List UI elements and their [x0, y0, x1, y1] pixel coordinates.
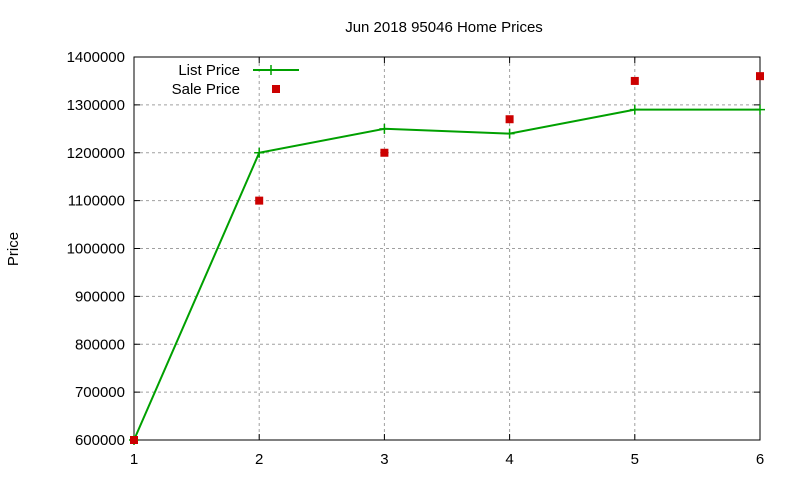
x-tick-label: 2 [255, 451, 263, 468]
y-tick-label: 600000 [75, 432, 125, 449]
grid-lines [134, 57, 760, 440]
sale-price-point [756, 72, 764, 81]
y-tick-label: 1100000 [68, 193, 125, 210]
sale-price-point [380, 148, 389, 157]
y-tick-label: 1300000 [67, 97, 125, 114]
x-tick-label: 6 [756, 451, 764, 468]
y-axis-label: Price [5, 232, 22, 266]
data-series [129, 72, 765, 445]
y-tick-label: 1400000 [67, 49, 125, 66]
legend-label: List Price [178, 62, 240, 79]
sale-price-point [630, 76, 639, 85]
legend-label: Sale Price [172, 81, 240, 98]
y-tick-label: 1200000 [67, 145, 125, 162]
sale-price-point [255, 196, 264, 205]
list-price-line [133, 108, 760, 441]
y-tick-label: 700000 [75, 384, 125, 401]
sale-price-point [505, 115, 514, 124]
legend: List Price Sale Price [172, 62, 299, 98]
chart-title: Jun 2018 95046 Home Prices [345, 19, 543, 36]
axes: 6000007000008000009000001000000110000012… [67, 49, 765, 468]
sale-price-point [130, 436, 138, 444]
y-tick-label: 900000 [75, 288, 125, 305]
x-tick-label: 1 [130, 451, 138, 468]
x-tick-label: 4 [505, 451, 513, 468]
y-tick-label: 1000000 [67, 241, 125, 258]
x-tick-label: 3 [380, 451, 388, 468]
y-tick-label: 800000 [75, 336, 125, 353]
x-tick-label: 5 [631, 451, 639, 468]
